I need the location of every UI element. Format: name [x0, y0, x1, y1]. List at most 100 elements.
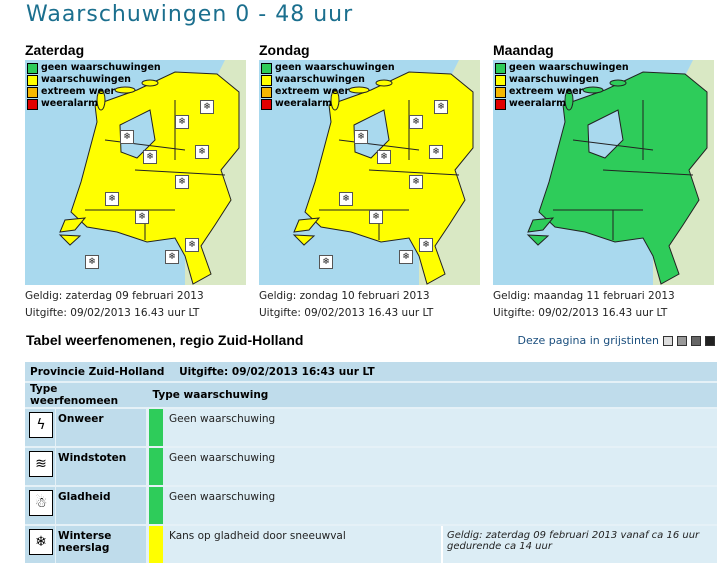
legend-item: waarschuwingen — [27, 74, 161, 86]
snow-icon: ❄ — [319, 255, 333, 269]
windsock-icon: ≋ — [29, 451, 53, 477]
legend-item: extreem weer — [27, 86, 161, 98]
warning-map[interactable]: geen waarschuwingen waarschuwingen extreem… — [25, 60, 246, 285]
lightning-icon: ϟ — [29, 412, 53, 438]
day-forecast: Zondag geen waarschuwingen waarschuwingen… — [259, 42, 481, 322]
legend-label: waarschuwingen — [275, 74, 365, 85]
legend-label: geen waarschuwingen — [275, 62, 395, 73]
legend-item: geen waarschuwingen — [261, 62, 395, 74]
legend-label: geen waarschuwingen — [509, 62, 629, 73]
map-legend: geen waarschuwingen waarschuwingen extreem… — [27, 62, 161, 110]
phenomenon-name: Winterse neerslag — [55, 524, 148, 563]
legend-swatch — [261, 74, 272, 86]
snow-icon: ❄ — [85, 255, 99, 269]
legend-label: geen waarschuwingen — [41, 62, 161, 73]
valid-date: Geldig: maandag 11 februari 2013 — [493, 290, 675, 302]
legend-swatch — [27, 86, 38, 98]
legend-swatch — [495, 98, 506, 110]
gray-swatch[interactable] — [691, 335, 701, 346]
legend-item: waarschuwingen — [495, 74, 629, 86]
province: Provincie Zuid-Holland — [30, 365, 165, 378]
day-forecast: Zaterdag geen waarschuwingen waarschuwing… — [25, 42, 247, 322]
issue-date: Uitgifte: 09/02/2013 16.43 uur LT — [493, 307, 668, 319]
warning-color — [146, 407, 163, 447]
netherlands-map — [25, 60, 240, 285]
warning-color — [146, 485, 163, 525]
legend-item: geen waarschuwingen — [27, 62, 161, 74]
snow-icon: ❄ — [429, 145, 443, 159]
legend-item: weeralarm — [27, 98, 161, 110]
section-title: Tabel weerfenomenen, regio Zuid-Holland — [26, 332, 304, 348]
weather-table: Provincie Zuid-Holland Uitgifte: 09/02/2… — [25, 362, 717, 563]
legend-item: extreem weer — [261, 86, 395, 98]
legend-swatch — [261, 86, 272, 98]
valid-period: Geldig: zaterdag 09 februari 2013 vanaf … — [441, 524, 717, 563]
snow-icon: ❄ — [369, 210, 383, 224]
snow-icon: ❄ — [195, 145, 209, 159]
table-row: ≋ Windstoten Geen waarschuwing — [25, 446, 717, 486]
warning-color — [146, 524, 163, 563]
legend-swatch — [27, 98, 38, 110]
snow-icon: ❄ — [175, 175, 189, 189]
phenomenon-name: Onweer — [55, 407, 148, 447]
legend-swatch — [495, 74, 506, 86]
grayscale-link-label: Deze pagina in grijstinten — [517, 334, 659, 347]
snow-icon: ❄ — [339, 192, 353, 206]
col-header-phenomenon: Type weerfenomeen — [25, 381, 148, 408]
map-legend: geen waarschuwingen waarschuwingen extreem… — [495, 62, 629, 110]
issue-date: Uitgifte: 09/02/2013 16.43 uur LT — [25, 307, 200, 319]
legend-label: extreem weer — [275, 86, 350, 97]
legend-item: weeralarm — [495, 98, 629, 110]
snow-icon: ❄ — [409, 175, 423, 189]
legend-swatch — [495, 86, 506, 98]
netherlands-map — [493, 60, 708, 285]
snow-icon: ❄ — [409, 115, 423, 129]
issue-time: Uitgifte: 09/02/2013 16:43 uur LT — [179, 365, 375, 378]
legend-label: weeralarm — [509, 98, 567, 109]
table-row: ϟ Onweer Geen waarschuwing — [25, 407, 717, 447]
page-title: Waarschuwingen 0 - 48 uur — [26, 2, 354, 27]
warning-text: Geen waarschuwing — [163, 446, 717, 486]
legend-swatch — [495, 62, 506, 74]
gray-swatch[interactable] — [705, 335, 715, 346]
table-row: ☃ Gladheid Geen waarschuwing — [25, 485, 717, 525]
legend-label: extreem weer — [41, 86, 116, 97]
legend-swatch — [27, 74, 38, 86]
table-header: Provincie Zuid-Holland Uitgifte: 09/02/2… — [25, 362, 717, 382]
phenomenon-name: Windstoten — [55, 446, 148, 486]
day-name: Zondag — [259, 42, 310, 58]
snow-icon: ❄ — [399, 250, 413, 264]
table-row: ❄ Winterse neerslag Kans op gladheid doo… — [25, 524, 717, 563]
legend-swatch — [261, 62, 272, 74]
legend-label: weeralarm — [41, 98, 99, 109]
snow-icon: ❄ — [200, 100, 214, 114]
legend-label: waarschuwingen — [41, 74, 131, 85]
snow-icon: ❄ — [434, 100, 448, 114]
issue-date: Uitgifte: 09/02/2013 16.43 uur LT — [259, 307, 434, 319]
legend-swatch — [27, 62, 38, 74]
warning-text: Geen waarschuwing — [163, 485, 717, 525]
snow-icon: ❄ — [135, 210, 149, 224]
snow-icon: ❄ — [354, 130, 368, 144]
warning-text: Kans op gladheid door sneeuwval — [163, 524, 442, 563]
snow-icon: ❄ — [105, 192, 119, 206]
warning-map[interactable]: geen waarschuwingen waarschuwingen extreem… — [259, 60, 480, 285]
col-header-warning: Type waarschuwing — [147, 381, 717, 408]
snow-icon: ❄ — [120, 130, 134, 144]
snow-icon: ❄ — [419, 238, 433, 252]
legend-label: waarschuwingen — [509, 74, 599, 85]
legend-item: weeralarm — [261, 98, 395, 110]
warning-map[interactable]: geen waarschuwingen waarschuwingen extreem… — [493, 60, 714, 285]
legend-swatch — [261, 98, 272, 110]
snowflake-icon: ❄ — [29, 529, 53, 555]
valid-date: Geldig: zaterdag 09 februari 2013 — [25, 290, 204, 302]
grayscale-link[interactable]: Deze pagina in grijstinten — [517, 334, 715, 347]
netherlands-map — [259, 60, 474, 285]
day-name: Zaterdag — [25, 42, 85, 58]
day-forecast: Maandag geen waarschuwingen waarschuwinge… — [493, 42, 715, 322]
warning-color — [146, 446, 163, 486]
snow-icon: ❄ — [185, 238, 199, 252]
legend-item: waarschuwingen — [261, 74, 395, 86]
gray-swatch[interactable] — [663, 335, 673, 346]
gray-swatch[interactable] — [677, 335, 687, 346]
